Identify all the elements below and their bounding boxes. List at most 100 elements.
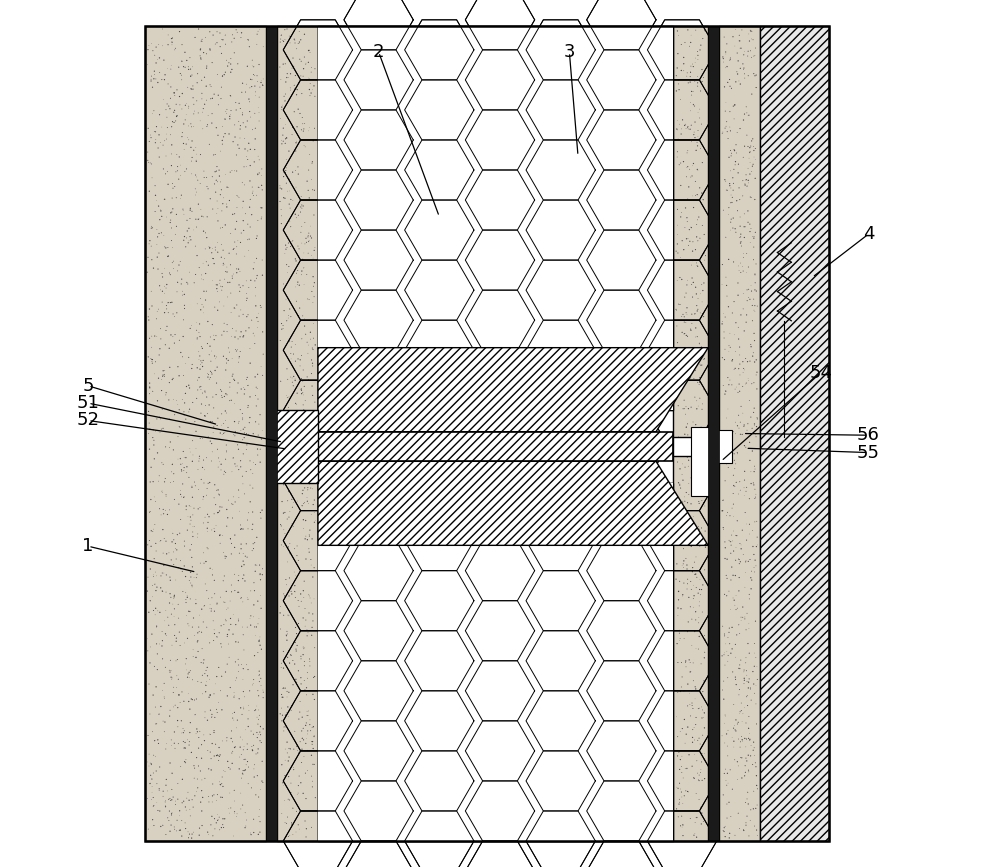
Point xyxy=(300,704,316,718)
Point xyxy=(140,538,156,551)
Point xyxy=(220,601,236,615)
Point xyxy=(252,80,268,94)
Point xyxy=(299,466,315,479)
Point xyxy=(743,191,759,205)
Point xyxy=(728,713,744,727)
Point xyxy=(295,648,311,662)
Point xyxy=(142,640,158,654)
Point xyxy=(746,303,762,317)
Point xyxy=(297,683,313,697)
Point xyxy=(732,34,748,48)
Point xyxy=(199,231,215,244)
Point xyxy=(307,89,323,103)
Point xyxy=(286,495,302,509)
Point xyxy=(152,66,168,80)
Point xyxy=(142,376,158,390)
Point xyxy=(164,36,180,49)
Point xyxy=(197,667,213,681)
Point xyxy=(303,61,319,75)
Point xyxy=(729,717,745,731)
Point xyxy=(158,585,174,599)
Point xyxy=(238,150,254,164)
Bar xyxy=(318,483,673,841)
Point xyxy=(173,759,189,773)
Point xyxy=(186,223,202,237)
Point xyxy=(302,448,318,462)
Point xyxy=(724,528,740,542)
Point xyxy=(727,569,743,583)
Point xyxy=(194,209,210,223)
Point xyxy=(227,302,243,316)
Point xyxy=(694,117,710,131)
Point xyxy=(188,592,204,606)
Point xyxy=(283,370,299,384)
Point xyxy=(688,143,704,157)
Point xyxy=(672,745,688,759)
Point xyxy=(668,518,684,531)
Point xyxy=(164,805,180,819)
Point xyxy=(689,402,705,416)
Point xyxy=(301,545,317,559)
Point xyxy=(217,812,233,825)
Point xyxy=(158,568,174,582)
Point xyxy=(274,323,290,336)
Point xyxy=(246,620,262,634)
Point xyxy=(216,251,232,265)
Point xyxy=(279,153,295,166)
Point xyxy=(147,608,163,622)
Point xyxy=(174,126,190,140)
Point xyxy=(294,201,310,215)
Point xyxy=(695,426,711,440)
Point xyxy=(224,497,240,511)
Point xyxy=(210,98,226,112)
Point xyxy=(276,720,292,734)
Point xyxy=(178,592,194,606)
Point xyxy=(212,775,228,789)
Point xyxy=(182,381,198,395)
Point xyxy=(174,130,190,144)
Point xyxy=(204,602,220,616)
Point xyxy=(689,304,705,318)
Point xyxy=(688,188,704,202)
Point xyxy=(144,329,160,343)
Point xyxy=(303,748,319,762)
Point xyxy=(679,720,695,734)
Point xyxy=(719,589,735,603)
Point xyxy=(176,230,192,244)
Point xyxy=(177,98,193,112)
Point xyxy=(302,229,318,243)
Point xyxy=(146,603,162,617)
Point xyxy=(231,141,247,155)
Point xyxy=(677,119,693,133)
Point xyxy=(155,486,171,499)
Point xyxy=(255,347,271,361)
Point xyxy=(300,373,316,387)
Point xyxy=(304,720,320,734)
Point xyxy=(745,230,761,244)
Point xyxy=(249,699,265,713)
Point xyxy=(250,180,266,194)
Point xyxy=(299,532,315,546)
Point xyxy=(181,671,197,685)
Point xyxy=(178,753,194,766)
Point xyxy=(288,825,304,839)
Point xyxy=(217,112,233,126)
Point xyxy=(224,707,240,720)
Point xyxy=(714,683,730,697)
Point xyxy=(214,328,230,342)
Point xyxy=(166,589,182,603)
Point xyxy=(212,26,228,40)
Point xyxy=(224,585,240,599)
Point xyxy=(746,230,762,244)
Point xyxy=(236,178,252,192)
Point xyxy=(276,681,292,694)
Point xyxy=(232,131,248,145)
Point xyxy=(730,157,746,171)
Point xyxy=(212,500,228,514)
Point xyxy=(199,407,215,420)
Point xyxy=(152,108,168,121)
Point xyxy=(687,307,703,321)
Point xyxy=(182,809,198,823)
Point xyxy=(691,337,707,351)
Point xyxy=(692,306,708,320)
